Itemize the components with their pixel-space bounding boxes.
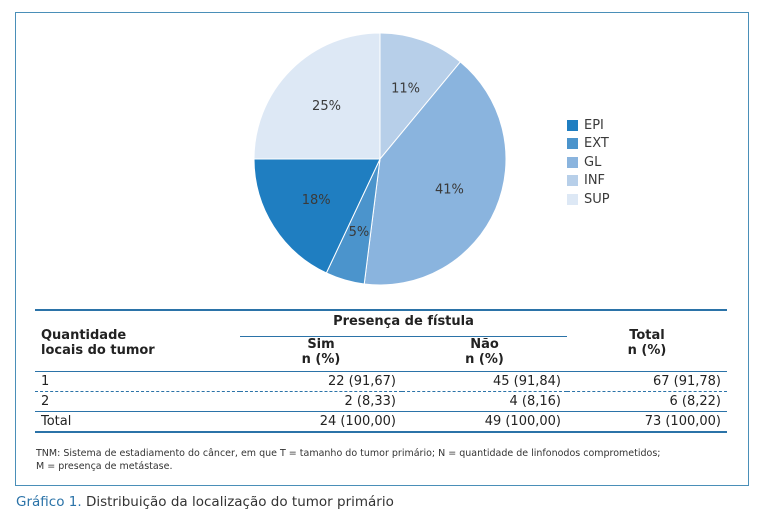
legend-label-gl: GL — [584, 154, 602, 170]
pie-slice-sup — [253, 32, 381, 160]
legend-item-ext: EXT — [567, 135, 610, 154]
header-quantidade-line1: Quantidade — [41, 327, 127, 343]
pie-label-sup: 25% — [312, 99, 341, 114]
table-row: 2 2 (8,33) 4 (8,16) 6 (8,22) — [35, 391, 727, 412]
legend-swatch-gl — [567, 156, 578, 168]
header-quantidade-line2: locais do tumor — [41, 342, 155, 358]
caption-label: Gráfico 1. — [16, 494, 82, 510]
legend-label-sup: SUP — [584, 191, 610, 207]
note-line-2: M = presença de metástase. — [36, 461, 173, 472]
header-sim: Sim n (%) — [240, 337, 402, 372]
row-sim: 24 (100,00) — [240, 411, 402, 433]
pie-label-epi: 18% — [302, 193, 331, 208]
row-total: 67 (91,78) — [567, 371, 727, 392]
legend-label-epi: EPI — [584, 117, 604, 133]
figure-caption: Gráfico 1. Distribuição da localização d… — [16, 494, 394, 510]
header-nao: Não n (%) — [402, 337, 567, 372]
legend-swatch-epi — [567, 119, 578, 131]
header-nao-label: Não — [470, 337, 499, 352]
header-sim-unit: n (%) — [301, 352, 341, 367]
header-sim-label: Sim — [307, 337, 335, 352]
row-label: 1 — [35, 371, 240, 392]
pie-slice-inf — [379, 32, 462, 161]
table-note: TNM: Sistema de estadiamento do câncer, … — [36, 447, 661, 473]
pie-slice-gl — [363, 61, 507, 286]
table-header-row-1: Quantidade locais do tumor Presença de f… — [35, 310, 727, 358]
header-total-label: Total — [629, 327, 665, 343]
row-nao: 49 (100,00) — [402, 411, 567, 433]
table-row-total: Total 24 (100,00) 49 (100,00) 73 (100,00… — [35, 411, 727, 433]
header-quantidade: Quantidade locais do tumor — [35, 310, 240, 372]
legend-item-inf: INF — [567, 172, 610, 191]
legend-item-epi: EPI — [567, 116, 610, 135]
legend-swatch-inf — [567, 175, 578, 187]
legend: EPI EXT GL INF SUP — [567, 116, 610, 209]
header-total: Total n (%) — [567, 310, 727, 372]
header-nao-unit: n (%) — [465, 352, 504, 367]
note-line-1: TNM: Sistema de estadiamento do câncer, … — [36, 448, 661, 459]
legend-item-sup: SUP — [567, 190, 610, 209]
row-sim: 2 (8,33) — [240, 391, 402, 412]
legend-swatch-ext — [567, 138, 578, 150]
legend-label-ext: EXT — [584, 136, 609, 152]
row-total: 73 (100,00) — [567, 411, 727, 433]
pie-label-gl: 41% — [435, 183, 464, 198]
header-presenca-fistula: Presença de fístula — [240, 310, 567, 337]
row-nao: 45 (91,84) — [402, 371, 567, 392]
pie-chart: 11% 41% 5% 18% 25% — [253, 32, 507, 286]
row-sim: 22 (91,67) — [240, 371, 402, 392]
table-row: 1 22 (91,67) 45 (91,84) 67 (91,78) — [35, 371, 727, 392]
table-header-row-2: Sim n (%) Não n (%) — [35, 337, 727, 372]
caption-text: Distribuição da localização do tumor pri… — [85, 494, 394, 510]
legend-label-inf: INF — [584, 173, 606, 189]
legend-item-gl: GL — [567, 153, 610, 172]
row-nao: 4 (8,16) — [402, 391, 567, 412]
pie-slice-epi — [253, 158, 381, 274]
row-label: 2 — [35, 391, 240, 412]
row-total: 6 (8,22) — [567, 391, 727, 412]
data-table: Quantidade locais do tumor Presença de f… — [35, 309, 727, 433]
row-label: Total — [35, 411, 240, 433]
pie-label-ext: 5% — [349, 225, 370, 240]
legend-swatch-sup — [567, 193, 578, 205]
header-total-unit: n (%) — [627, 342, 667, 358]
pie-label-inf: 11% — [391, 81, 420, 96]
